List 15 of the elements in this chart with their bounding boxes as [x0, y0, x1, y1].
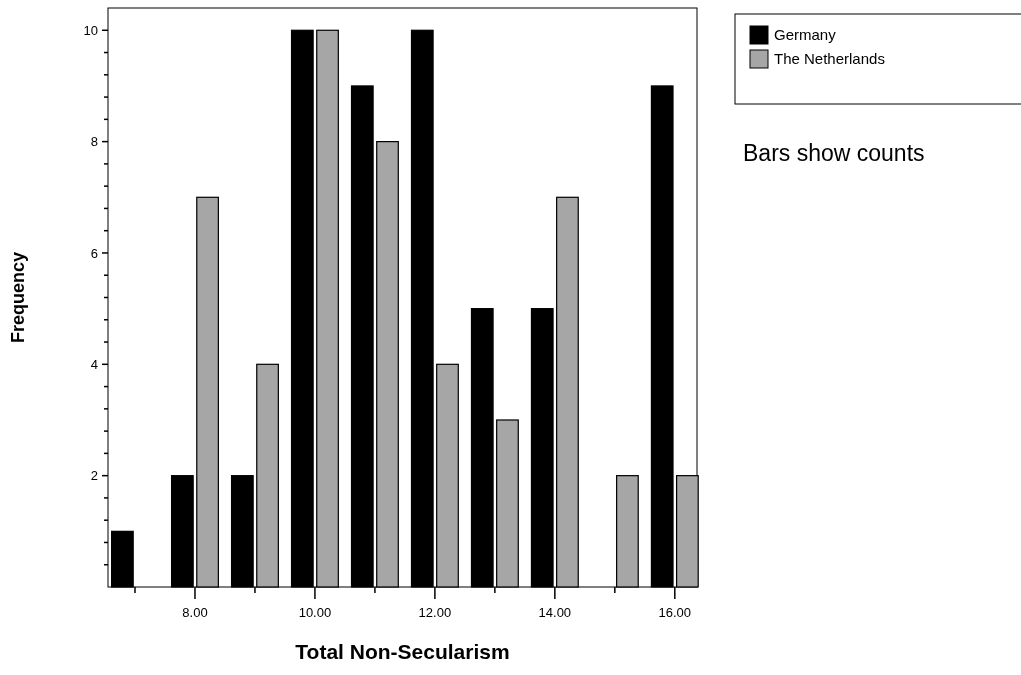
text: Bars show counts	[743, 140, 925, 166]
y-tick-label: 8	[90, 134, 98, 150]
x-tick-label: 14.00	[538, 605, 572, 620]
y-tick-label: 10	[83, 22, 98, 38]
legend-label: The Netherlands	[774, 50, 885, 68]
y-tick-label: 6	[90, 245, 98, 261]
y-axis-title: Frequency	[8, 251, 28, 344]
y-tick-label: 2	[90, 468, 98, 484]
x-axis-title: Total Non-Secularism	[295, 640, 510, 663]
y-tick-label: 4	[90, 356, 98, 372]
x-tick-label: 16.00	[658, 605, 692, 620]
legend-label: Germany	[774, 26, 837, 44]
x-tick-label: 10.00	[298, 605, 332, 620]
x-tick-label: 12.00	[418, 605, 452, 620]
x-tick-label: 8.00	[182, 605, 208, 620]
